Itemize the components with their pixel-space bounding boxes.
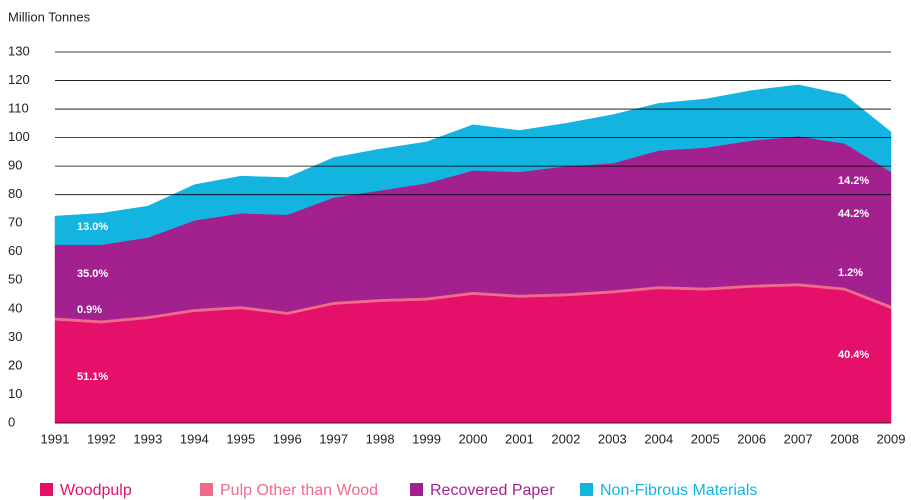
legend-label: Woodpulp xyxy=(60,482,132,499)
y-tick-label: 100 xyxy=(8,129,30,144)
annotation: 35.0% xyxy=(77,268,108,280)
x-tick-label: 2001 xyxy=(505,431,534,446)
x-tick-label: 1994 xyxy=(180,431,209,446)
legend-label: Recovered Paper xyxy=(430,482,555,499)
x-tick-label: 1997 xyxy=(319,431,348,446)
legend-swatch xyxy=(580,483,593,496)
y-tick-label: 0 xyxy=(8,414,15,429)
annotation: 0.9% xyxy=(77,304,102,316)
y-tick-label: 80 xyxy=(8,186,22,201)
x-tick-label: 2000 xyxy=(459,431,488,446)
legend-swatch xyxy=(410,483,423,496)
area xyxy=(54,84,892,245)
y-tick-label: 110 xyxy=(8,101,29,116)
legend-swatch xyxy=(40,483,53,496)
x-tick-label: 1993 xyxy=(133,431,162,446)
x-tick-label: 1999 xyxy=(412,431,441,446)
x-tick-label: 1992 xyxy=(87,431,116,446)
y-tick-label: 50 xyxy=(8,272,22,287)
annotation: 14.2% xyxy=(838,175,869,187)
y-tick-label: 60 xyxy=(8,243,22,258)
y-tick-label: 40 xyxy=(8,300,22,315)
x-tick-label: 2008 xyxy=(830,431,859,446)
legend-label: Pulp Other than Wood xyxy=(220,482,378,499)
annotation: 40.4% xyxy=(838,349,869,361)
y-tick-label: 30 xyxy=(8,329,22,344)
annotation: 13.0% xyxy=(77,221,108,233)
x-tick-label: 2003 xyxy=(598,431,627,446)
x-tick-label: 2005 xyxy=(691,431,720,446)
annotation: 51.1% xyxy=(77,371,108,383)
legend-swatch xyxy=(200,483,213,496)
y-tick-label: 20 xyxy=(8,357,22,372)
y-tick-label: 70 xyxy=(8,215,22,230)
x-tick-label: 2007 xyxy=(784,431,813,446)
y-tick-label: 90 xyxy=(8,158,22,173)
x-tick-label: 1991 xyxy=(41,431,70,446)
annotation: 1.2% xyxy=(838,267,863,279)
annotation: 44.2% xyxy=(838,208,869,220)
x-tick-label: 1995 xyxy=(226,431,255,446)
y-tick-label: 120 xyxy=(8,72,30,87)
x-tick-label: 1998 xyxy=(366,431,395,446)
y-tick-label: 10 xyxy=(8,386,22,401)
x-tick-label: 2006 xyxy=(737,431,766,446)
x-tick-label: 2009 xyxy=(877,431,906,446)
legend-label: Non-Fibrous Materials xyxy=(600,482,757,499)
x-tick-label: 2004 xyxy=(644,431,673,446)
axis-label: Million Tonnes xyxy=(8,9,91,24)
x-tick-label: 1996 xyxy=(273,431,302,446)
x-tick-label: 2002 xyxy=(551,431,580,446)
y-tick-label: 130 xyxy=(8,43,30,58)
